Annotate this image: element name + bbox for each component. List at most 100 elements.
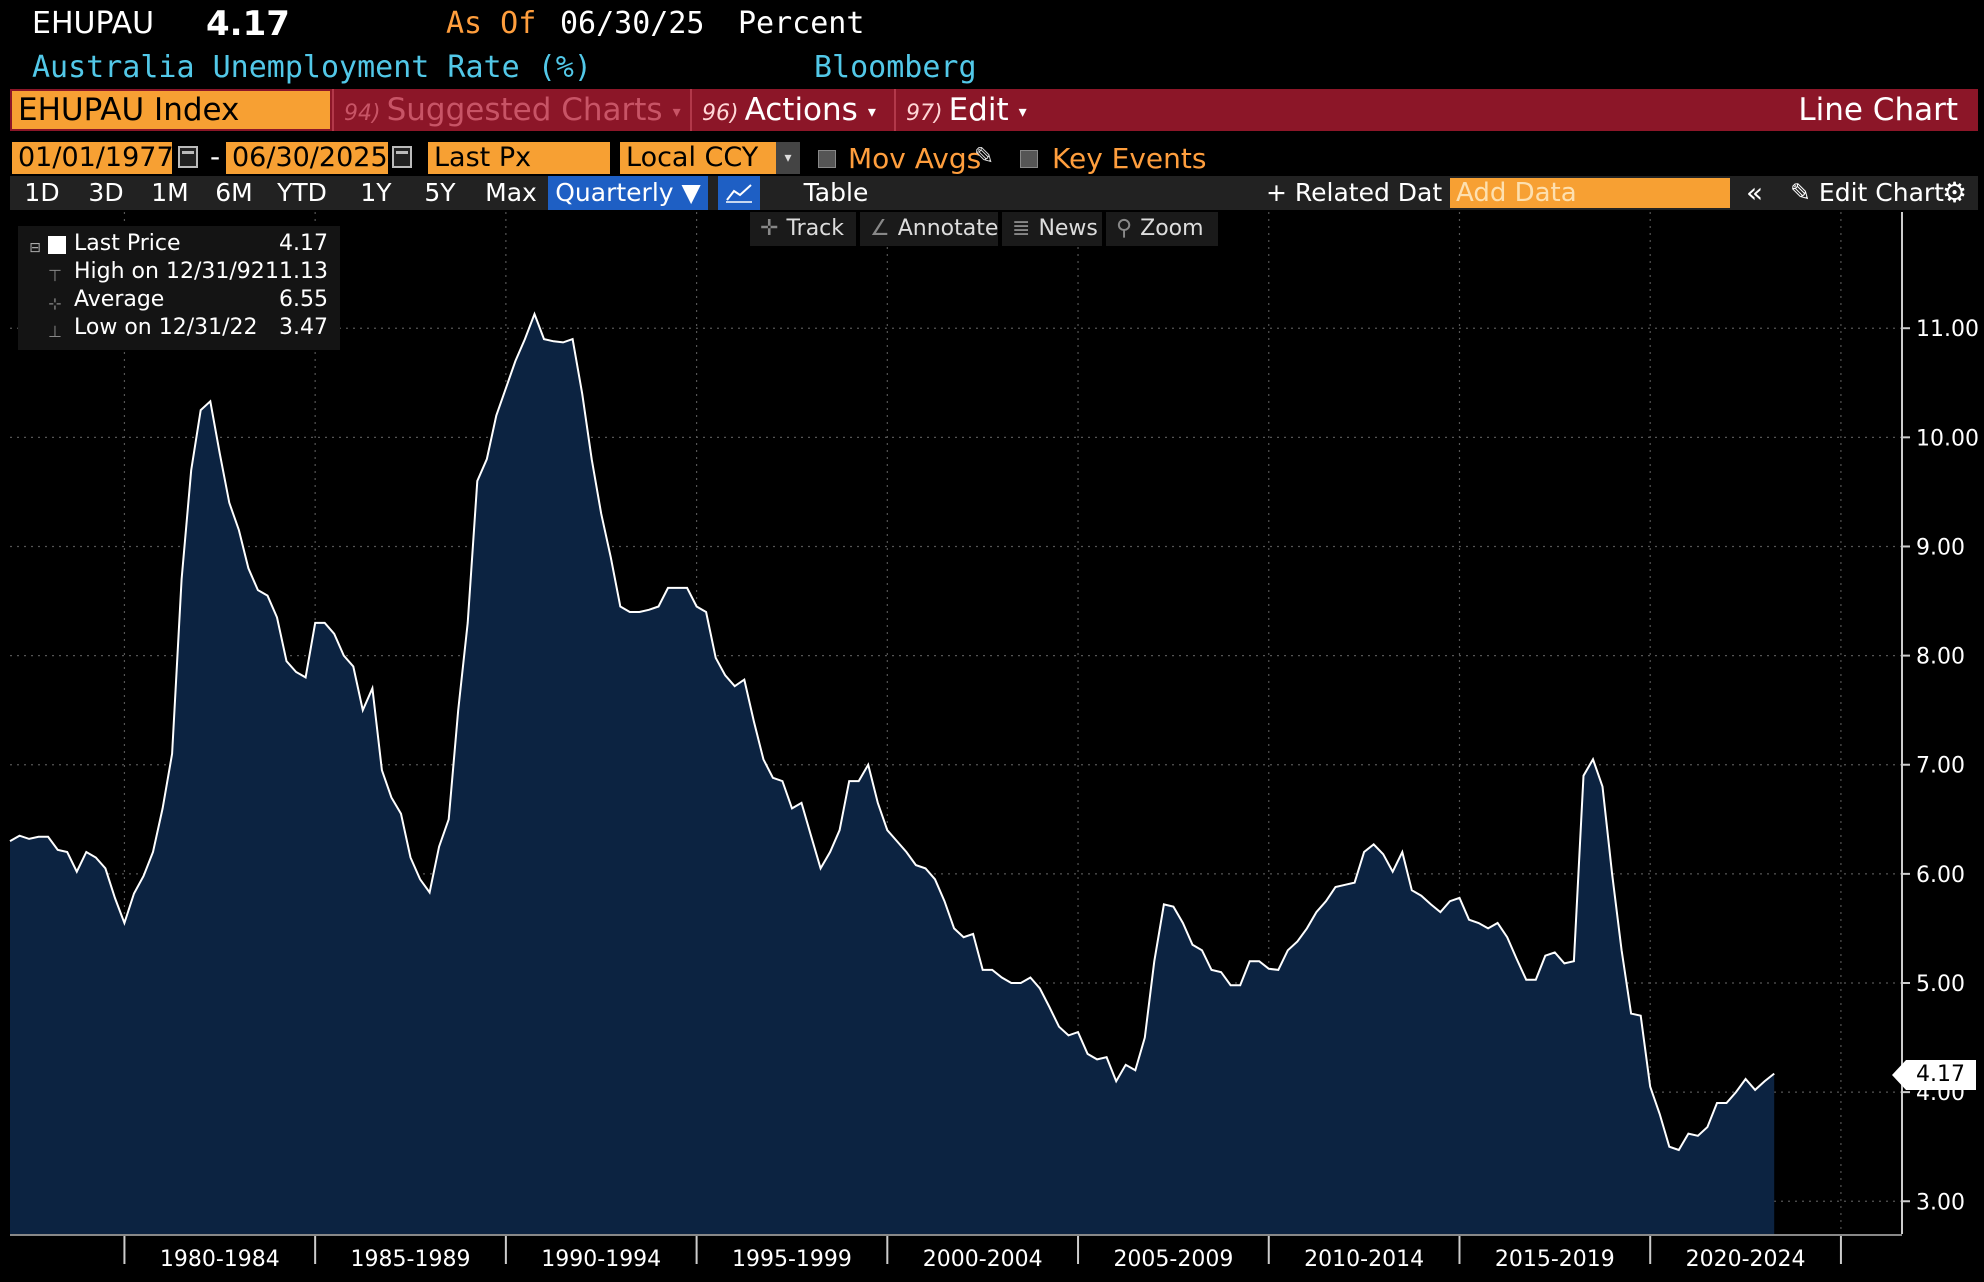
- data-point: [19, 835, 21, 837]
- period-1m[interactable]: 1M: [151, 178, 189, 207]
- data-point: [619, 606, 621, 608]
- field-select[interactable]: Last Px: [428, 142, 610, 174]
- calendar-icon[interactable]: [178, 146, 198, 168]
- table-button[interactable]: Table: [803, 178, 869, 207]
- data-point: [610, 556, 612, 558]
- data-point: [1363, 851, 1365, 853]
- data-point: [1172, 906, 1174, 908]
- data-point: [1373, 843, 1375, 845]
- x-tick-label: 2010-2014: [1304, 1247, 1424, 1272]
- legend-last-price[interactable]: ⊟ Last Price 4.17: [18, 230, 340, 258]
- data-point: [1754, 1089, 1756, 1091]
- data-point: [438, 846, 440, 848]
- period-6m[interactable]: 6M: [215, 178, 253, 207]
- data-point: [1077, 1031, 1079, 1033]
- period-1y[interactable]: 1Y: [360, 178, 392, 207]
- data-point: [76, 871, 78, 873]
- period-ytd[interactable]: YTD: [277, 178, 327, 207]
- related-data-button[interactable]: + Related Data: [1266, 176, 1442, 210]
- data-point: [1401, 851, 1403, 853]
- pencil-icon[interactable]: ✎: [974, 142, 995, 170]
- menu-number: 94): [344, 101, 381, 126]
- news-tool[interactable]: ≣ News: [1002, 212, 1102, 246]
- data-point: [1239, 984, 1241, 986]
- data-point: [247, 567, 249, 569]
- calendar-icon[interactable]: [392, 146, 412, 168]
- data-point: [829, 851, 831, 853]
- data-source: Bloomberg: [814, 50, 977, 85]
- legend-label: High on 12/31/92: [74, 259, 265, 284]
- x-tick-label: 2000-2004: [923, 1247, 1043, 1272]
- data-point: [1306, 927, 1308, 929]
- last-price: 4.17: [206, 4, 290, 44]
- data-point: [1287, 949, 1289, 951]
- data-point: [1430, 903, 1432, 905]
- data-point: [1449, 900, 1451, 902]
- edit-chart-button[interactable]: ✎ Edit Chart: [1790, 176, 1944, 210]
- data-point: [1735, 1091, 1737, 1093]
- data-point: [705, 611, 707, 613]
- data-point: [324, 622, 326, 624]
- data-point: [963, 936, 965, 938]
- data-point: [1020, 982, 1022, 984]
- list-icon: ≣: [1012, 216, 1031, 241]
- actions-menu[interactable]: 96) Actions ▾: [690, 89, 894, 131]
- collapse-icon[interactable]: ⊟: [29, 240, 41, 256]
- zoom-tool[interactable]: ⚲ Zoom: [1106, 212, 1218, 246]
- period-1d[interactable]: 1D: [24, 178, 60, 207]
- mov-avgs-checkbox[interactable]: [818, 150, 836, 168]
- line-chart-icon[interactable]: [718, 176, 760, 210]
- data-point: [1058, 1026, 1060, 1028]
- data-point: [476, 480, 478, 482]
- track-tool[interactable]: ✛ Track: [750, 212, 856, 246]
- data-point: [381, 769, 383, 771]
- annotate-tool[interactable]: ∠ Annotate: [860, 212, 998, 246]
- period-5y[interactable]: 5Y: [424, 178, 456, 207]
- menu-label: Actions: [744, 92, 858, 128]
- search-icon: ⚲: [1116, 216, 1133, 241]
- data-point: [486, 458, 488, 460]
- data-point: [104, 867, 106, 869]
- data-point: [333, 633, 335, 635]
- data-point: [228, 502, 230, 504]
- data-point: [352, 666, 354, 668]
- edit-menu[interactable]: 97) Edit ▾: [894, 89, 1044, 131]
- data-point: [190, 469, 192, 471]
- end-date-input[interactable]: 06/30/2025: [226, 142, 388, 174]
- start-date-input[interactable]: 01/01/1977: [12, 142, 172, 174]
- data-point: [143, 875, 145, 877]
- data-point: [658, 606, 660, 608]
- legend-label: Low on 12/31/22: [74, 315, 258, 340]
- data-point: [839, 829, 841, 831]
- data-point: [1497, 922, 1499, 924]
- currency-select[interactable]: Local CCY: [620, 142, 776, 174]
- data-point: [1201, 949, 1203, 951]
- crosshair-icon: ✛: [760, 216, 779, 241]
- suggested-charts-menu[interactable]: 94) Suggested Charts ▾: [332, 89, 690, 131]
- data-point: [772, 777, 774, 779]
- period-max[interactable]: Max: [485, 178, 537, 207]
- frequency-select[interactable]: Quarterly ▼: [548, 176, 708, 210]
- series-area: [10, 314, 1775, 1234]
- data-point: [1125, 1064, 1127, 1066]
- chevron-down-icon[interactable]: ▾: [776, 142, 800, 174]
- data-point: [38, 836, 40, 838]
- data-point: [1573, 960, 1575, 962]
- pencil-icon: ✎: [1790, 178, 1819, 207]
- collapse-icon[interactable]: «: [1746, 176, 1764, 209]
- data-point: [1668, 1146, 1670, 1148]
- key-events-checkbox[interactable]: [1020, 150, 1038, 168]
- security-input[interactable]: EHUPAU Index: [12, 91, 330, 129]
- period-3d[interactable]: 3D: [88, 178, 124, 207]
- mov-avgs-label: Mov Avgs: [848, 142, 982, 175]
- data-point: [257, 589, 259, 591]
- data-point: [677, 587, 679, 589]
- x-tick-label: 1995-1999: [732, 1247, 852, 1272]
- data-point: [1249, 960, 1251, 962]
- add-data-input[interactable]: Add Data: [1450, 178, 1730, 208]
- data-point: [1649, 1086, 1651, 1088]
- period-toolbar: 1D 3D 1M 6M YTD 1Y 5Y Max Quarterly ▼ Ta…: [10, 176, 1978, 210]
- gear-icon[interactable]: ⚙: [1942, 176, 1968, 209]
